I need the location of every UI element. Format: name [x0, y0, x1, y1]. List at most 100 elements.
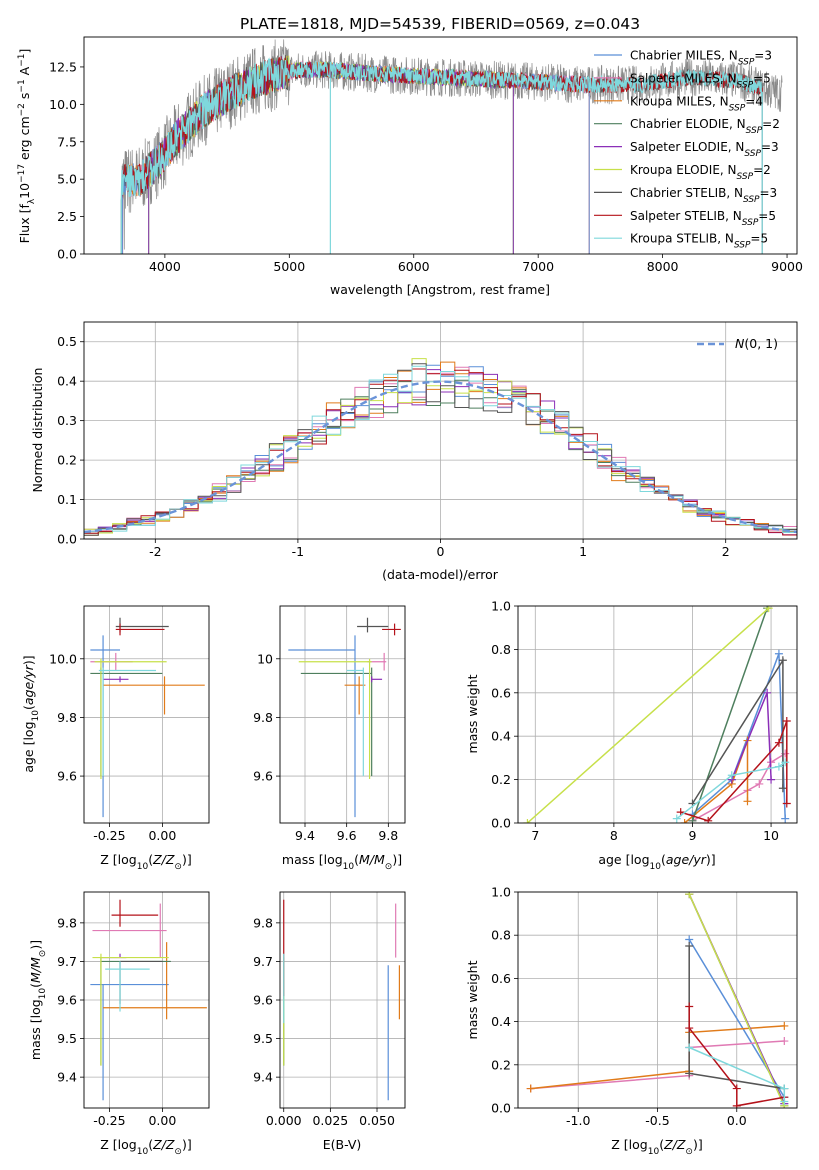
- plus-marker: [688, 816, 697, 823]
- y-tick-label: 0.0: [57, 247, 77, 262]
- x-tick-label: 2: [722, 544, 730, 559]
- plus-marker: [780, 1021, 789, 1030]
- plus-marker: [685, 1002, 694, 1011]
- y-tick-label: 5.0: [57, 172, 77, 187]
- y-tick-label: 0.2: [491, 1057, 511, 1072]
- x-axis-label: Z [log10(Z/Z⊙)]: [100, 852, 191, 872]
- plus-marker: [743, 797, 752, 806]
- plot-area: [283, 899, 401, 1101]
- y-tick-label: 10.0: [49, 651, 77, 666]
- plus-marker: [685, 1043, 694, 1052]
- y-tick-label: 0.5: [57, 334, 77, 349]
- plot-area: [120, 39, 783, 254]
- x-tick-label: 0: [437, 544, 445, 559]
- y-tick-label: 0.8: [491, 642, 511, 657]
- y-tick-label: 1.0: [491, 599, 511, 614]
- plus-marker: [755, 779, 764, 788]
- plus-marker: [774, 738, 783, 747]
- y-tick-label: 0.0: [491, 816, 511, 831]
- x-tick-label: -2: [149, 544, 161, 559]
- plot-area: [90, 899, 207, 1101]
- spectrum-legend: Chabrier MILES, NSSP=3 Salpeter MILES, NS…: [594, 49, 780, 251]
- axes-spectrum: 4000 5000 6000 7000 8000 9000 0.0 2.5 5.0 7.5 10.0…: [49, 36, 803, 274]
- y-tick-label: 9.8: [253, 710, 273, 725]
- y-axis-label: mass weight: [465, 960, 480, 1039]
- y-tick-label: 0.0: [57, 532, 77, 547]
- model-salpeter-elodie: [148, 59, 514, 254]
- axes-mass_vs_Z: -0.25 0.00 9.4 9.5 9.6 9.7 9.8: [57, 891, 210, 1128]
- y-tick-label: 0.6: [491, 971, 511, 986]
- plus-marker: [774, 762, 783, 771]
- y-tick-label: 9.8: [57, 915, 77, 930]
- y-tick-label: 9.6: [57, 769, 77, 784]
- x-axis-label: Z [log10(Z/Z⊙)]: [611, 1137, 702, 1157]
- y-tick-label: 9.4: [57, 1070, 77, 1085]
- plus-marker: [764, 606, 773, 613]
- plus-marker: [767, 775, 776, 784]
- plus-marker: [704, 816, 713, 823]
- plus-marker: [732, 1101, 741, 1108]
- y-tick-label: 9.6: [253, 993, 273, 1008]
- x-tick-label: 0.00: [148, 1113, 176, 1128]
- plus-marker: [685, 892, 694, 899]
- plot-area: [523, 606, 791, 823]
- axes-frame: [517, 891, 798, 1109]
- legend-label: Chabrier MILES, NSSP=3: [630, 49, 772, 68]
- series-line: [676, 761, 786, 820]
- plus-marker: [778, 656, 787, 665]
- axes-age_vs_mass: 9.4 9.6 9.8 9.6 9.8 10: [253, 605, 406, 843]
- y-axis-label: age [log10(age/yr)]: [21, 655, 41, 772]
- axes-age_vs_Z: -0.25 0.00 9.6 9.8 10.0: [49, 605, 210, 843]
- axes-frame: [279, 605, 406, 824]
- x-tick-label: 8: [610, 828, 618, 843]
- y-axis-label: Normed distribution: [30, 368, 45, 493]
- figure-title: PLATE=1818, MJD=54539, FIBERID=0569, z=0…: [240, 15, 640, 33]
- y-tick-label: 0.4: [491, 729, 511, 744]
- y-tick-label: 0.2: [57, 453, 77, 468]
- x-tick-label: 0.0: [727, 1113, 747, 1128]
- x-tick-label: 0.00: [148, 828, 176, 843]
- y-axis-label: mass weight: [465, 674, 480, 753]
- x-axis-label: E(B-V): [323, 1137, 362, 1152]
- legend-label: Chabrier ELODIE, NSSP=2: [630, 117, 780, 136]
- plus-marker: [780, 1097, 789, 1106]
- plus-marker: [781, 758, 790, 767]
- axes-residual_hist: -2 -1 0 1 2 0.0 0.1 0.2 0.3 0.4 0.5: [57, 321, 798, 559]
- series-line: [691, 607, 768, 822]
- x-tick-label: -1: [292, 544, 304, 559]
- legend-label: Salpeter STELIB, NSSP=5: [630, 209, 776, 228]
- x-tick-label: 4000: [149, 259, 181, 274]
- y-tick-label: 9.4: [253, 1070, 273, 1085]
- plus-marker: [680, 819, 689, 823]
- x-tick-label: 10: [763, 828, 779, 843]
- x-tick-label: 0.050: [359, 1113, 395, 1128]
- plus-marker: [780, 1084, 789, 1093]
- plus-marker: [523, 819, 532, 823]
- plus-marker: [732, 1084, 741, 1093]
- y-tick-label: 2.5: [57, 209, 77, 224]
- legend-label: Chabrier STELIB, NSSP=3: [630, 186, 777, 205]
- plus-marker: [685, 1069, 694, 1078]
- x-tick-label: 0.025: [312, 1113, 348, 1128]
- x-axis-label: wavelength [Angstrom, rest frame]: [330, 282, 550, 297]
- model-kroupa-stelib: [120, 57, 763, 254]
- y-tick-label: 9.5: [253, 1031, 273, 1046]
- legend-label: Salpeter ELODIE, NSSP=3: [630, 140, 779, 159]
- series-line: [526, 607, 770, 823]
- y-tick-label: 1.0: [491, 885, 511, 900]
- y-tick-label: 0.3: [57, 413, 77, 428]
- axes-frame: [83, 36, 798, 255]
- axes-frame: [279, 891, 406, 1109]
- y-tick-label: 9.6: [57, 993, 77, 1008]
- model-salpeter-stelib: [120, 56, 763, 254]
- y-tick-label: 0.2: [491, 772, 511, 787]
- axes-weight_vs_age: 7 8 9 10 0.0 0.2 0.4 0.6 0.8 1.0: [491, 599, 798, 843]
- y-tick-label: 0.1: [57, 492, 77, 507]
- y-tick-label: 10: [257, 651, 273, 666]
- plus-marker: [780, 1037, 789, 1046]
- plus-marker: [774, 649, 783, 658]
- axes-frame: [517, 605, 798, 824]
- y-tick-label: 10.0: [49, 97, 77, 112]
- x-tick-label: -1.0: [566, 1113, 590, 1128]
- plus-marker: [778, 784, 787, 793]
